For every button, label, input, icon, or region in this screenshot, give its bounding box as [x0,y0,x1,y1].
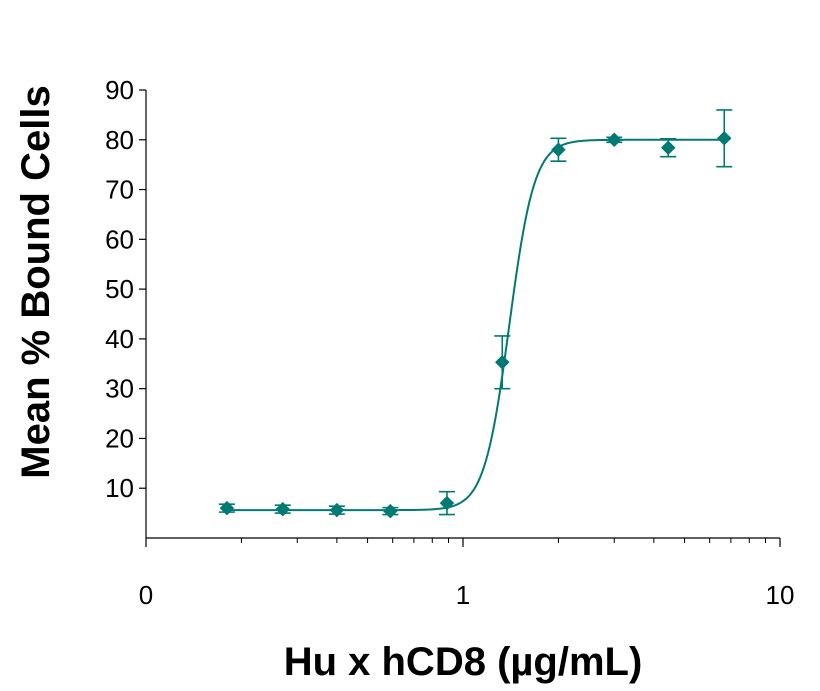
y-tick-label: 80 [105,125,134,155]
data-point [551,142,566,158]
x-tick-label: 10 [766,580,795,610]
x-axis-title: Hu x hCD8 (µg/mL) [284,640,643,684]
fit-curve [226,138,725,512]
y-tick-label: 40 [105,324,134,354]
data-point [660,140,676,156]
y-tick-label: 70 [105,175,134,205]
y-tick-label: 50 [105,274,134,304]
data-point [219,500,235,516]
data-point [606,132,622,148]
data-point [383,503,398,519]
data-point [329,502,345,518]
data-point [275,501,291,517]
x-tick-label: 1 [456,580,470,610]
data-point [716,130,732,146]
y-tick-label: 10 [105,473,134,503]
x-tick-label: 0 [139,580,153,610]
y-tick-label: 30 [105,374,134,404]
y-tick-label: 60 [105,224,134,254]
data-point [494,354,510,370]
y-axis-title: Mean % Bound Cells [14,85,58,478]
x-axis: 0 1 10 [139,537,795,610]
data-point [439,495,455,511]
y-tick-label: 90 [105,75,134,105]
y-axis: 10 20 30 40 50 60 70 80 90 [105,75,147,538]
y-tick-label: 20 [105,423,134,453]
plot-area [218,109,733,519]
